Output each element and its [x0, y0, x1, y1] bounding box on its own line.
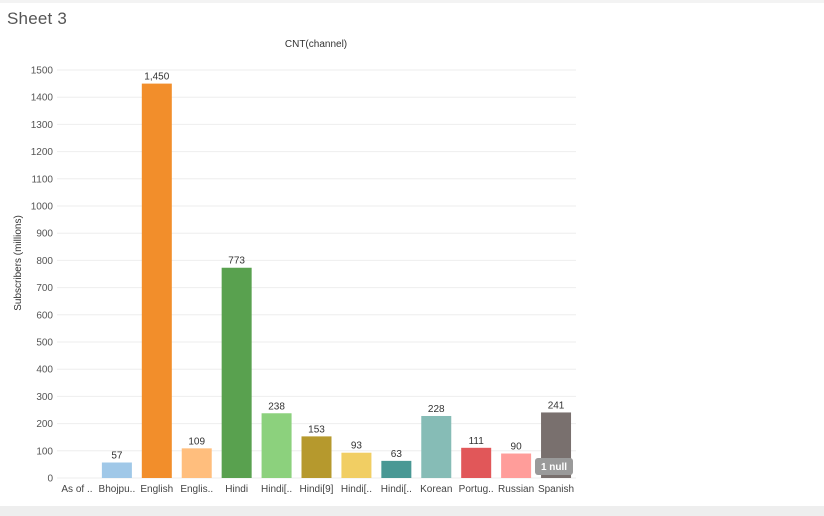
x-category-label: Hindi	[225, 484, 248, 495]
bar-value-label: 90	[511, 442, 523, 453]
x-category-label: Korean	[420, 484, 452, 495]
chart-title: CNT(channel)	[285, 39, 347, 50]
y-tick-label: 800	[36, 256, 53, 267]
bar-value-labels: 57 1,450 109 773 238 153 93 63 228 111 90 241	[111, 72, 564, 462]
x-category-label: Hindi[..	[261, 484, 292, 495]
bar-value-label: 153	[308, 424, 325, 435]
bar-value-label: 109	[188, 436, 205, 447]
bar-value-label: 241	[548, 400, 565, 411]
x-category-label: Hindi[9]	[300, 484, 334, 495]
bar-value-label: 238	[268, 401, 285, 412]
x-category-label: Portug..	[459, 484, 494, 495]
y-axis-ticks: 0 100 200 300 400 500 600 700 800 900 1000 1100 1200…	[31, 66, 54, 485]
top-border	[0, 0, 824, 3]
y-tick-label: 700	[36, 283, 53, 294]
bars	[101, 83, 572, 478]
y-tick-label: 900	[36, 229, 53, 240]
y-tick-label: 1200	[31, 147, 54, 158]
x-category-label: Englis..	[180, 484, 213, 495]
y-tick-label: 1300	[31, 120, 54, 131]
y-tick-label: 1400	[31, 93, 54, 104]
y-tick-label: 300	[36, 392, 53, 403]
y-tick-label: 200	[36, 419, 53, 430]
bar[interactable]	[341, 452, 372, 478]
x-category-label: Bhojpu..	[99, 484, 136, 495]
bar-value-label: 57	[111, 450, 123, 461]
x-category-label: As of ..	[61, 484, 92, 495]
x-category-label: Spanish	[538, 484, 574, 495]
y-tick-label: 400	[36, 365, 53, 376]
null-indicator[interactable]: 1 null	[535, 458, 573, 475]
x-axis-category-labels: As of .. Bhojpu.. English Englis.. Hindi Hind…	[61, 484, 574, 495]
x-category-label: English	[140, 484, 173, 495]
x-category-label: Hindi[..	[341, 484, 372, 495]
null-indicator-badge[interactable]	[535, 458, 573, 475]
bar[interactable]	[101, 462, 132, 478]
bar-value-label: 93	[351, 441, 363, 452]
bar-value-label: 228	[428, 404, 445, 415]
y-tick-label: 0	[47, 474, 53, 485]
bar[interactable]	[221, 267, 252, 478]
y-axis-title: Subscribers (millions)	[13, 215, 24, 311]
bar[interactable]	[381, 460, 412, 478]
y-tick-label: 500	[36, 338, 53, 349]
gridlines	[57, 69, 576, 479]
bar[interactable]	[421, 415, 452, 478]
y-tick-label: 1000	[31, 202, 54, 213]
y-tick-label: 1100	[31, 174, 53, 185]
bar-value-label: 63	[391, 449, 403, 460]
bar-value-label: 111	[469, 436, 485, 447]
bar[interactable]	[181, 448, 212, 478]
bar[interactable]	[501, 453, 532, 478]
y-tick-label: 600	[36, 310, 53, 321]
bar[interactable]	[261, 413, 292, 478]
x-category-label: Russian	[498, 484, 534, 495]
sheet-title: Sheet 3	[7, 9, 68, 28]
bar-value-label: 773	[228, 256, 245, 267]
y-tick-label: 100	[36, 446, 53, 457]
bar[interactable]	[301, 436, 332, 478]
null-indicator-label: 1 null	[541, 462, 567, 473]
bar-value-label: 1,450	[144, 72, 169, 83]
bar[interactable]	[461, 447, 492, 478]
y-tick-label: 1500	[31, 66, 54, 77]
x-category-label: Hindi[..	[381, 484, 412, 495]
bar[interactable]	[141, 83, 172, 478]
bottom-scrollbar[interactable]	[0, 506, 824, 516]
